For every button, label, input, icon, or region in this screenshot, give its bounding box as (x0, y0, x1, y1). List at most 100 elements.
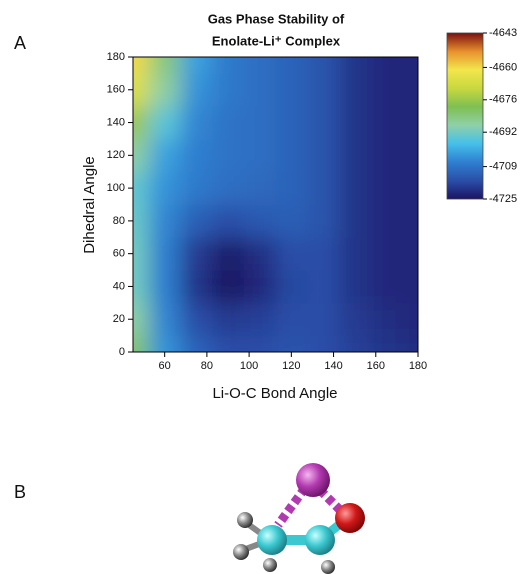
colorbar-tick-label: -4676 (489, 94, 517, 106)
contour-cell (339, 172, 371, 205)
contour-cell (371, 106, 403, 139)
contour-cell (181, 73, 213, 106)
contour-cell (244, 73, 276, 106)
contour-cell (244, 172, 276, 205)
contour-cell (307, 270, 339, 303)
contour-cell (149, 106, 181, 139)
contour-cell (371, 205, 403, 238)
contour-cell (212, 303, 244, 336)
y-tick-label: 180 (107, 51, 125, 63)
contour-cell (339, 73, 371, 106)
contour-cell (276, 237, 308, 270)
contour-cell (371, 139, 403, 172)
contour-cell (371, 17, 403, 74)
contour-cell (181, 106, 213, 139)
contour-cell (307, 106, 339, 139)
contour-cell (149, 73, 181, 106)
contour-cell (276, 106, 308, 139)
contour-cell (371, 303, 403, 336)
contour-cell (276, 73, 308, 106)
y-tick-label: 160 (107, 84, 125, 96)
contour-cell (181, 270, 213, 303)
contour-cell (402, 237, 458, 270)
x-tick-label: 60 (159, 360, 171, 372)
contour-cell (402, 270, 458, 303)
carbon-atom (257, 525, 287, 555)
contour-cell (149, 172, 181, 205)
colorbar-tick-label: -4725 (489, 193, 517, 205)
contour-cell (371, 237, 403, 270)
contour-cell (212, 73, 244, 106)
contour-cell (181, 303, 213, 336)
contour-cell (276, 303, 308, 336)
y-tick-label: 40 (113, 280, 125, 292)
contour-cell (307, 237, 339, 270)
colorbar-tick-label: -4709 (489, 161, 517, 173)
y-axis-label: Dihedral Angle (81, 156, 98, 254)
contour-cell (339, 205, 371, 238)
contour-cell (307, 139, 339, 172)
contour-cell (402, 303, 458, 336)
contour-cell (402, 205, 458, 238)
x-axis-label: Li-O-C Bond Angle (212, 385, 337, 402)
contour-cell (339, 237, 371, 270)
contour-cell (212, 237, 244, 270)
oxygen-atom (335, 503, 365, 533)
hydrogen-atom (237, 512, 253, 528)
contour-cell (181, 205, 213, 238)
y-tick-label: 100 (107, 182, 125, 194)
x-tick-label: 80 (201, 360, 213, 372)
colorbar-tick-label: -4692 (489, 126, 517, 138)
chart-title: Gas Phase Stability of (208, 11, 345, 26)
contour-cell (244, 270, 276, 303)
hydrogen-atom (233, 544, 249, 560)
contour-cell (276, 172, 308, 205)
contour-cell (212, 172, 244, 205)
contour-cell (93, 336, 149, 393)
carbon-atom (305, 525, 335, 555)
contour-cell (181, 172, 213, 205)
contour-cell (149, 237, 181, 270)
contour-cell (276, 139, 308, 172)
contour-cell (276, 205, 308, 238)
x-tick-label: 100 (240, 360, 258, 372)
contour-cell (339, 270, 371, 303)
contour-cell (149, 303, 181, 336)
contour-cell (149, 17, 181, 74)
contour-cell (212, 270, 244, 303)
contour-cell (244, 106, 276, 139)
contour-cell (149, 139, 181, 172)
contour-cell (212, 106, 244, 139)
contour-cell (181, 237, 213, 270)
contour-cell (181, 139, 213, 172)
x-tick-label: 120 (282, 360, 300, 372)
contour-field (93, 17, 459, 393)
contour-cell (149, 205, 181, 238)
y-tick-label: 60 (113, 248, 125, 260)
panel-label: B (14, 482, 26, 502)
x-tick-label: 160 (367, 360, 385, 372)
x-tick-label: 180 (409, 360, 427, 372)
colorbar-tick-label: -4643 (489, 27, 517, 39)
contour-cell (307, 172, 339, 205)
contour-cell (212, 139, 244, 172)
contour-cell (276, 270, 308, 303)
contour-cell (307, 73, 339, 106)
contour-cell (212, 205, 244, 238)
figure: A B Gas Phase Stability of Enolate-Li⁺ C… (0, 0, 525, 574)
x-tick-label: 140 (324, 360, 342, 372)
contour-cell (93, 17, 149, 74)
lithium-atom (296, 463, 330, 497)
contour-cell (339, 106, 371, 139)
y-tick-label: 20 (113, 313, 125, 325)
contour-cell (371, 270, 403, 303)
contour-cell (339, 139, 371, 172)
contour-cell (307, 303, 339, 336)
panel-label: A (14, 33, 26, 53)
bond (278, 488, 305, 525)
molecule (233, 463, 365, 574)
contour-cell (244, 237, 276, 270)
contour-cell (244, 205, 276, 238)
contour-cell (244, 303, 276, 336)
contour-cell (244, 139, 276, 172)
